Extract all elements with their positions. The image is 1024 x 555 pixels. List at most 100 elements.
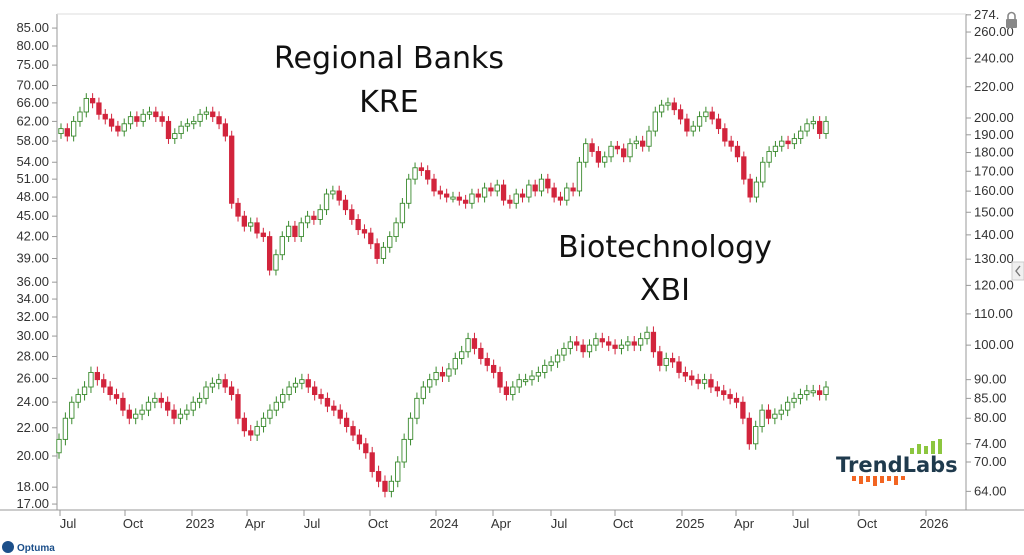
kre-candle (229, 130, 235, 209)
xbi-candle (586, 339, 593, 358)
xbi-candle (420, 381, 426, 405)
left-tick-label: 26.00 (16, 370, 49, 385)
kre-candle (564, 182, 570, 206)
left-tick-label: 32.00 (16, 309, 49, 324)
xbi-candle (657, 345, 663, 372)
kre-candle (753, 176, 760, 203)
xbi-candle (107, 381, 113, 401)
xbi-candle (676, 356, 682, 379)
xbi-candle (222, 373, 228, 393)
left-tick-label: 58.00 (16, 133, 49, 148)
kre-candle (393, 217, 399, 242)
xbi-candle (196, 392, 203, 409)
xbi-candle (343, 412, 350, 433)
kre-candle (387, 231, 393, 253)
xbi-candle (190, 396, 196, 417)
xbi-candle (816, 384, 823, 401)
right-tick-label: 64.00 (974, 483, 1007, 498)
kre-candle (747, 173, 753, 203)
kre-candle (703, 106, 709, 123)
left-tick-label: 75.00 (16, 57, 49, 72)
x-tick-label: Apr (245, 516, 266, 531)
kre-candle (317, 204, 323, 225)
kre-candle (532, 179, 538, 197)
x-tick-label: 2024 (430, 516, 459, 531)
optuma-watermark: Optuma (2, 541, 55, 554)
kre-candle (266, 231, 273, 276)
xbi-candle (535, 366, 542, 382)
kre-candle (722, 123, 728, 147)
xbi-candle (158, 392, 164, 409)
x-tick-label: Oct (857, 516, 878, 531)
xbi-candle (682, 366, 689, 382)
xbi-candle (478, 342, 484, 365)
xbi-candle (62, 412, 69, 446)
kre-candle (715, 113, 722, 135)
kre-candle (380, 242, 387, 264)
xbi-candle (427, 373, 433, 393)
kre-candle (589, 138, 595, 157)
logo-bar-up (917, 444, 921, 454)
xbi-candle (516, 373, 522, 393)
xbi-candle (542, 359, 548, 379)
xbi-candle (612, 339, 618, 355)
kre-candle (184, 118, 191, 132)
xbi-candle (305, 373, 311, 393)
kre-candle (412, 162, 418, 185)
x-axis-ticks: Jul Oct 2023 Apr Jul Oct 2024 Apr Jul Oct 2025 Apr J… (59, 510, 948, 531)
xbi-candle (765, 404, 772, 425)
kre-candle (741, 151, 747, 185)
collapse-arrow-icon[interactable] (1011, 261, 1024, 281)
xbi-candle (433, 366, 439, 386)
kre-candle (83, 93, 89, 118)
xbi-candle (733, 392, 740, 409)
left-tick-label: 18.00 (16, 479, 49, 494)
xbi-candle (356, 429, 363, 450)
kre-candle (646, 125, 652, 152)
right-tick-label: 80.00 (974, 410, 1007, 425)
svg-text:TrendLabs: TrendLabs (836, 453, 958, 477)
lock-icon[interactable] (1006, 11, 1017, 28)
xbi-candle (548, 356, 554, 372)
xbi-candle (101, 373, 107, 393)
xbi-candle (701, 373, 708, 390)
xbi-candle (69, 396, 75, 425)
kre-candle (108, 113, 115, 132)
logo-bar-down (887, 476, 891, 481)
kre-candle (500, 179, 507, 206)
xbi-candle (177, 408, 184, 425)
right-tick-label: 85.00 (974, 390, 1007, 405)
left-tick-label: 20.00 (16, 448, 49, 463)
xbi-candle (280, 388, 286, 409)
xbi-candle (88, 366, 94, 393)
x-tick-label: Oct (613, 516, 634, 531)
right-tick-label: 140.00 (974, 227, 1014, 242)
xbi-candle (490, 359, 497, 379)
xbi-candle (56, 433, 62, 459)
x-tick-label: Oct (368, 516, 389, 531)
left-tick-label: 48.00 (16, 189, 49, 204)
kre-candle (197, 109, 203, 127)
xbi-candle (241, 412, 248, 437)
xbi-candle (452, 352, 458, 375)
right-tick-label: 130.00 (974, 251, 1014, 266)
right-tick-label: 120.00 (974, 277, 1014, 292)
xbi-candle (785, 396, 791, 417)
xbi-candle (459, 345, 465, 365)
kre-candle (469, 188, 475, 209)
kre-candle (330, 185, 336, 200)
kre-candle (121, 118, 127, 137)
optuma-logo-icon (2, 541, 14, 553)
xbi-candle (254, 420, 260, 442)
left-tick-label: 45.00 (16, 208, 49, 223)
right-axis-ticks: 274. 260.00 240.00 220.00 200.00 190.00 180.00… (966, 7, 1014, 498)
x-tick-label: Jul (60, 516, 77, 531)
xbi-candle (644, 326, 650, 345)
left-tick-label: 30.00 (16, 328, 49, 343)
xbi-candle (599, 332, 605, 348)
xbi-candle (171, 404, 177, 425)
xbi-candle (810, 384, 816, 397)
kre-candle (355, 214, 361, 235)
logo-bar-down (880, 476, 884, 483)
kre-candle (779, 135, 785, 152)
